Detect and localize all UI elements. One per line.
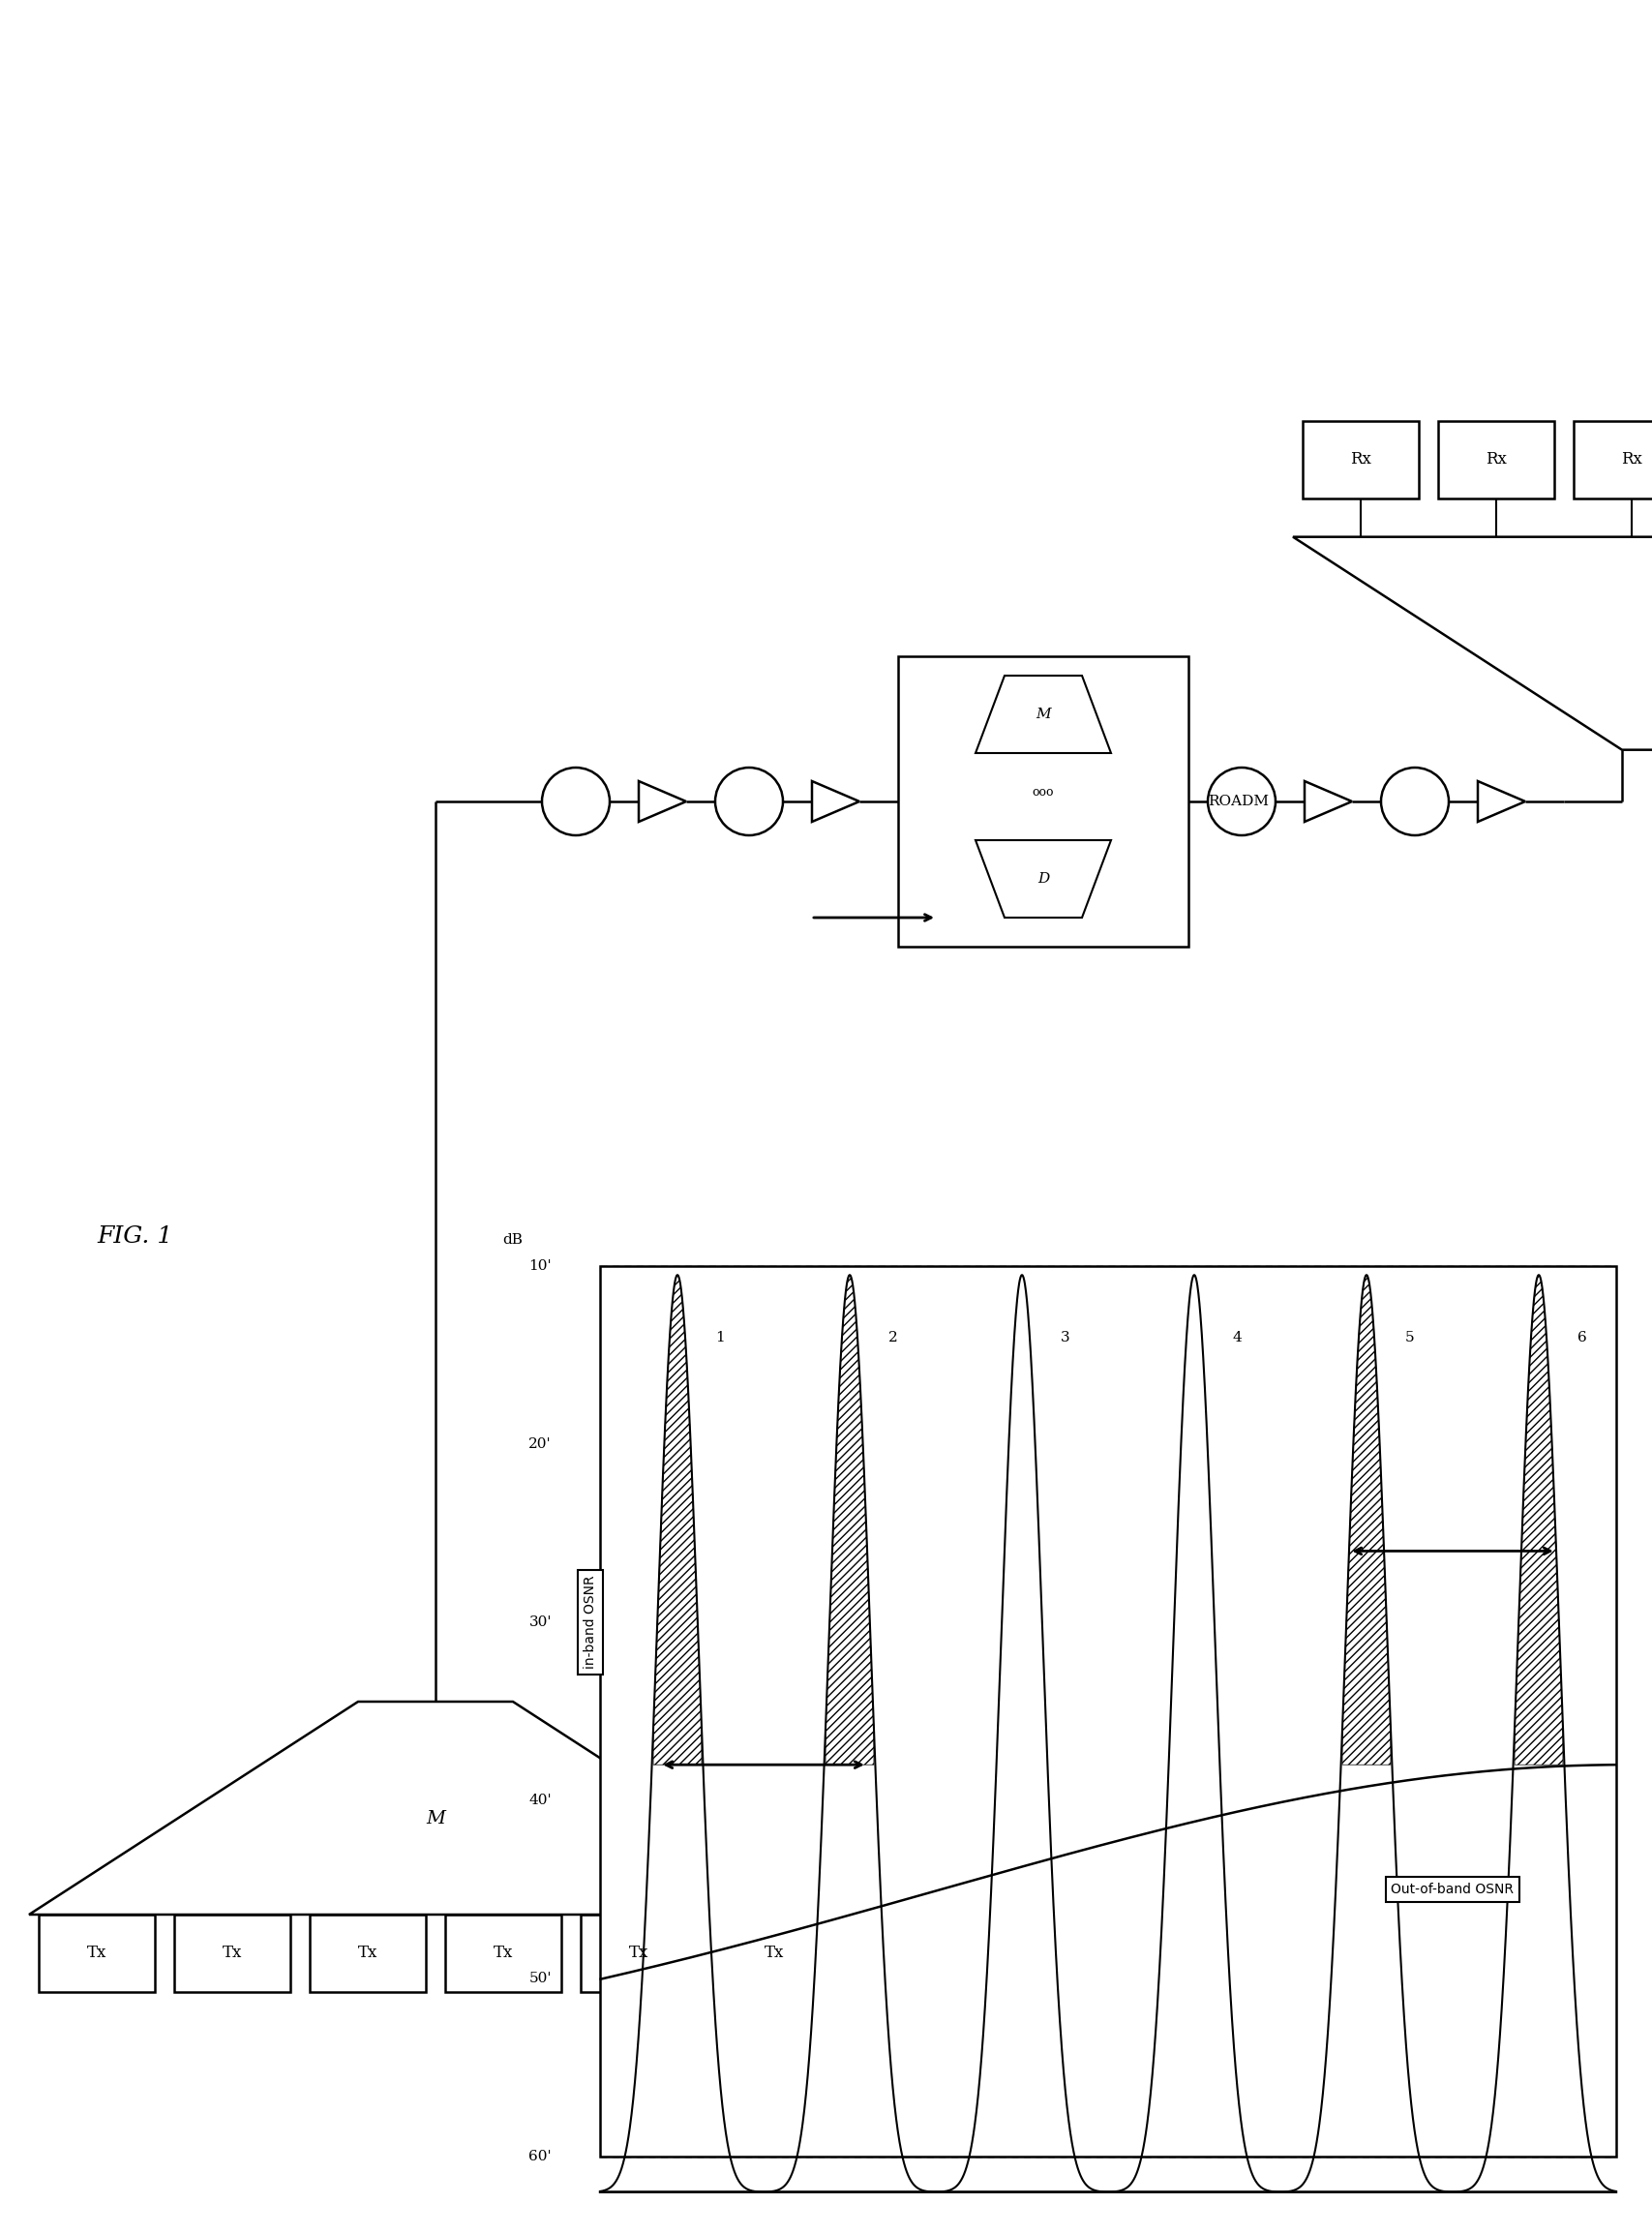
Text: 20': 20' (529, 1436, 552, 1450)
Text: Tx: Tx (223, 1946, 241, 1961)
Text: 3: 3 (1061, 1331, 1069, 1345)
Bar (309, 1915, 426, 1993)
Polygon shape (1292, 536, 1652, 751)
Text: Tx: Tx (492, 1946, 512, 1961)
Text: 10': 10' (529, 1260, 552, 1273)
Text: Tx: Tx (763, 1946, 783, 1961)
Bar (715, 1915, 833, 1993)
Bar (580, 1915, 697, 1993)
Polygon shape (1477, 782, 1525, 822)
Text: Rx: Rx (1621, 451, 1642, 467)
Text: 60': 60' (529, 2149, 552, 2163)
Text: 50': 50' (529, 1973, 552, 1986)
Text: FIG. 1: FIG. 1 (97, 1226, 173, 1249)
Bar (1573, 420, 1652, 498)
Text: Rx: Rx (1485, 451, 1507, 467)
Text: Out-of-band OSNR: Out-of-band OSNR (1391, 1883, 1513, 1897)
Polygon shape (975, 675, 1110, 753)
Text: M: M (1036, 708, 1051, 722)
Polygon shape (30, 1702, 841, 1915)
Bar (897, 657, 1188, 947)
Text: 1: 1 (715, 1331, 725, 1345)
Text: 4: 4 (1232, 1331, 1241, 1345)
Circle shape (715, 768, 783, 836)
Text: Tx: Tx (358, 1946, 377, 1961)
Bar (1302, 420, 1417, 498)
Text: 30': 30' (529, 1615, 552, 1629)
Text: 6: 6 (1576, 1331, 1586, 1345)
Polygon shape (811, 782, 859, 822)
Bar (38, 1915, 155, 1993)
Text: Rx: Rx (1350, 451, 1371, 467)
Text: Tx: Tx (88, 1946, 107, 1961)
Bar (444, 1915, 562, 1993)
Text: ooo: ooo (1032, 786, 1054, 798)
Circle shape (542, 768, 610, 836)
Text: D: D (1037, 871, 1049, 885)
Text: 5: 5 (1404, 1331, 1414, 1345)
Circle shape (1379, 768, 1447, 836)
Polygon shape (638, 782, 686, 822)
Text: Tx: Tx (628, 1946, 648, 1961)
Bar (600, 1267, 1616, 2156)
Text: 2: 2 (887, 1331, 897, 1345)
Text: in-band OSNR: in-band OSNR (583, 1575, 596, 1669)
Polygon shape (975, 840, 1110, 918)
Polygon shape (1303, 782, 1351, 822)
Text: 40': 40' (529, 1794, 552, 1807)
Circle shape (1208, 768, 1275, 836)
Text: dB: dB (502, 1233, 522, 1247)
Text: M: M (426, 1810, 444, 1827)
Text: ROADM: ROADM (1208, 795, 1269, 809)
Bar (173, 1915, 291, 1993)
Bar (1437, 420, 1553, 498)
